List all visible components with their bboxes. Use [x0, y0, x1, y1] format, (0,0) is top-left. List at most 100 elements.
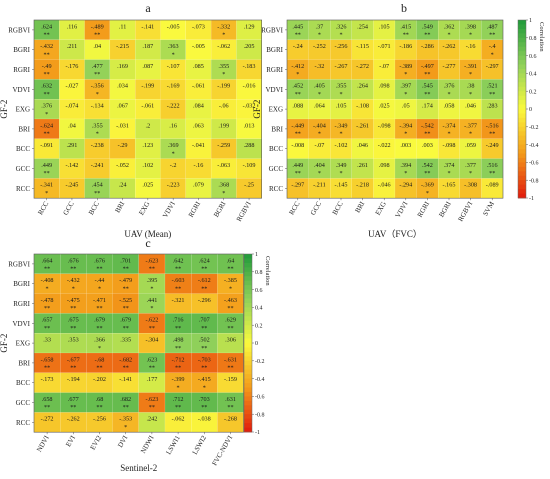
cell-value-label: -.07: [315, 142, 325, 149]
significance-label: **: [44, 365, 50, 372]
colorbar-segment: [244, 298, 252, 304]
significance-label: *: [172, 51, 175, 58]
significance-label: **: [70, 365, 76, 372]
cell-value-label: .521: [487, 83, 498, 90]
cell-value-label: -.399: [172, 376, 185, 383]
colorbar-segment: [518, 153, 526, 159]
significance-label: **: [424, 131, 430, 138]
cell-value-label: .454: [92, 182, 103, 189]
colorbar-segment: [518, 100, 526, 105]
y-tick-label: VDVI: [13, 86, 31, 94]
cell-value-label: .169: [117, 63, 128, 70]
significance-label: **: [123, 305, 129, 312]
cell-value-label: .187: [142, 43, 153, 50]
colorbar-tick-label: 0.4: [255, 306, 263, 312]
cell-value-label: .38: [467, 83, 475, 90]
colorbar-segment: [244, 369, 252, 375]
colorbar-segment: [518, 122, 526, 128]
colorbar-tick-label: 0.2: [529, 89, 537, 95]
cell-value-label: -.332: [217, 23, 230, 30]
colorbar-segment: [244, 396, 252, 402]
significance-label: *: [177, 384, 180, 391]
cell-value-label: -.404: [313, 122, 326, 129]
cell-value-label: .2: [146, 122, 151, 129]
cell-value-label: -.489: [91, 23, 104, 30]
significance-label: **: [44, 51, 50, 58]
colorbar-segment: [518, 24, 526, 30]
cell-value-label: .542: [422, 162, 433, 169]
colorbar-segment: [244, 276, 252, 282]
cell-value-label: .624: [199, 257, 210, 264]
significance-label: *: [447, 131, 450, 138]
cell-value-label: -.374: [443, 122, 456, 129]
colorbar-segment: [518, 73, 526, 79]
significance-label: **: [295, 131, 301, 138]
cell-value-label: -.479: [119, 277, 132, 284]
significance-label: *: [318, 170, 321, 177]
x-tick-label: RCC: [288, 200, 302, 216]
colorbar-segment: [518, 77, 526, 83]
significance-label: **: [123, 266, 129, 273]
cell-value-label: -.252: [313, 43, 326, 50]
cell-value-label: .716: [173, 317, 184, 324]
colorbar-segment: [244, 254, 252, 259]
colorbar-segment: [244, 343, 252, 348]
significance-label: **: [201, 365, 207, 372]
cell-value-label: .624: [41, 23, 52, 30]
panel-label: b: [401, 1, 407, 15]
x-tick-label: NDWI: [139, 434, 156, 455]
significance-label: **: [201, 325, 207, 332]
x-tick-label: GCC: [62, 200, 76, 217]
cell-value-label: -.202: [93, 376, 106, 383]
cell-value-label: .11: [119, 23, 127, 30]
cell-value-label: -.199: [217, 83, 230, 90]
y-tick-label: RGRI: [13, 300, 30, 308]
colorbar-segment: [244, 360, 252, 366]
cell-value-label: .369: [168, 142, 179, 149]
significance-label: **: [489, 32, 495, 39]
cell-value-label: .013: [244, 122, 255, 129]
cell-value-label: -.268: [224, 416, 237, 423]
significance-label: **: [44, 91, 50, 98]
cell-value-label: -.222: [167, 103, 180, 110]
cell-value-label: -.682: [119, 356, 132, 363]
cell-value-label: .487: [487, 23, 498, 30]
significance-label: *: [72, 285, 75, 292]
significance-label: *: [46, 285, 49, 292]
cell-value-label: .701: [120, 257, 131, 264]
cell-value-label: -.16: [466, 43, 476, 50]
cell-value-label: .657: [42, 317, 53, 324]
colorbar-segment: [518, 149, 526, 154]
significance-label: *: [426, 190, 429, 197]
significance-label: *: [318, 131, 321, 138]
cell-value-label: -.308: [464, 182, 477, 189]
cell-value-label: -.061: [141, 103, 154, 110]
y-tick-label: EXG: [16, 106, 30, 114]
cell-value-label: .177: [146, 376, 157, 383]
cell-value-label: -.68: [95, 356, 105, 363]
cell-value-label: -.475: [67, 297, 80, 304]
cell-value-label: -.052: [116, 162, 129, 169]
significance-label: *: [96, 131, 99, 138]
y-tick-label: RCC: [16, 185, 30, 193]
cell-value-label: -.062: [217, 43, 230, 50]
colorbar-segment: [244, 338, 252, 344]
significance-label: **: [175, 404, 181, 411]
cell-value-label: .129: [244, 23, 255, 30]
y-tick-label: BCC: [16, 379, 30, 387]
cell-value-label: -.432: [67, 277, 80, 284]
significance-label: **: [175, 365, 181, 372]
significance-label: **: [94, 71, 100, 78]
significance-label: *: [339, 131, 342, 138]
significance-label: **: [175, 266, 181, 273]
panel-label: c: [145, 236, 150, 250]
cell-value-label: .676: [94, 257, 105, 264]
colorbar-tick-label: -0.6: [255, 395, 265, 401]
colorbar-tick-label: 1: [255, 252, 258, 258]
cell-value-label: -.2: [170, 162, 177, 169]
cell-value-label: -.063: [217, 162, 230, 169]
y-tick-label: GCC: [16, 165, 31, 173]
cell-value-label: .362: [444, 23, 455, 30]
cell-value-label: .355: [336, 83, 347, 90]
heatmap-panel-c: c.664**.676**.676**.701**-.623**.642**.6…: [0, 236, 271, 473]
